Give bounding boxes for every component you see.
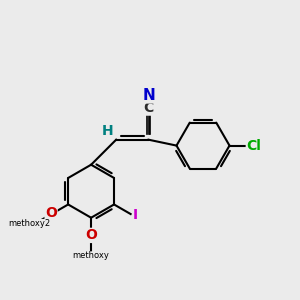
- Text: C: C: [143, 101, 154, 115]
- Text: N: N: [142, 88, 155, 103]
- Text: I: I: [133, 208, 138, 222]
- Text: methoxy2: methoxy2: [8, 219, 50, 228]
- Text: O: O: [45, 206, 57, 220]
- Text: O: O: [85, 228, 97, 242]
- Text: methoxy: methoxy: [73, 251, 110, 260]
- Text: Cl: Cl: [246, 139, 261, 153]
- Text: H: H: [102, 124, 114, 138]
